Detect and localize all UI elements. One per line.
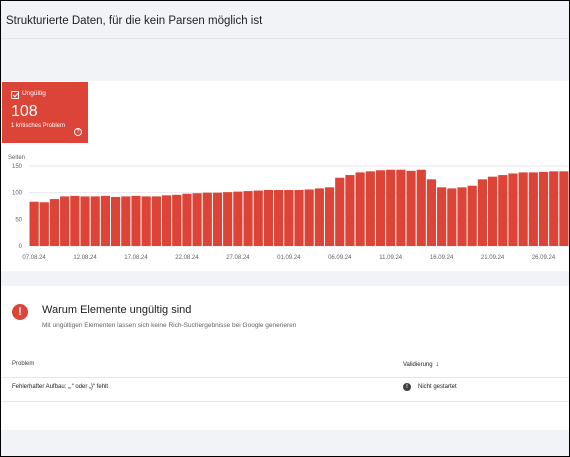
chart-bar[interactable] [447,188,457,246]
chart-bar[interactable] [559,171,569,246]
status-tile-count: 108 [11,103,38,120]
x-tick-label: 21.09.24 [481,255,505,261]
column-header-validation[interactable]: Validierung ↓ [403,361,439,368]
status-tile-subtitle: 1 kritisches Problem [11,123,66,129]
chart-bar[interactable] [487,176,498,246]
chart-bar[interactable] [100,195,111,246]
checkbox-checked-icon[interactable] [11,91,19,99]
chart-bar[interactable] [192,193,202,246]
chart-bar[interactable] [355,172,365,246]
chart-bar[interactable] [182,193,192,246]
x-tick-label: 12.08.24 [73,255,97,261]
chart-bar[interactable] [426,179,437,246]
x-tick-label: 06.09.24 [328,255,352,261]
table-header-divider [1,377,569,378]
chart-bar[interactable] [70,195,80,246]
x-tick-label: 11.09.24 [379,255,403,261]
issues-description: Mit ungültigen Elementen lassen sich kei… [42,322,297,329]
y-tick-label: 150 [12,164,23,170]
status-tile-invalid[interactable]: Ungültig 108 1 kritisches Problem ? [2,82,88,143]
pages-bar-chart: 0 50 100 150 07.08.24 12.08.24 17.08.24 22.08.2… [12,164,569,261]
chart-bar[interactable] [498,175,508,246]
y-tick-label: 0 [19,244,23,250]
chart-bar[interactable] [223,192,233,246]
status-tile-label: Ungültig [22,90,46,97]
chart-bar[interactable] [549,171,559,246]
chart-bar[interactable] [324,187,335,246]
chart-bar[interactable] [518,172,528,246]
chart-bar[interactable] [477,179,487,246]
x-tick-label: 16.09.24 [430,255,454,261]
chart-bar[interactable] [253,190,263,246]
chart-bar[interactable] [457,187,467,246]
chart-bar[interactable] [151,196,161,246]
info-icon: ! [403,383,411,391]
chart-bar[interactable] [335,177,345,246]
page-title: Strukturierte Daten, für die kein Parsen… [6,15,263,27]
chart-bar[interactable] [508,173,518,246]
table-row-divider [1,401,569,402]
arrow-down-icon[interactable]: ↓ [435,361,440,368]
issue-problem-text: Fehlerhafter Aufbau: „,“ oder „}“ fehlt [12,384,109,390]
y-tick-label: 100 [12,191,23,197]
x-tick-label: 27.08.24 [226,255,250,261]
chart-bar[interactable] [233,191,243,246]
chart-bar[interactable] [141,196,151,246]
chart-bar[interactable] [80,196,90,246]
chart-bar[interactable] [294,190,304,246]
column-header-validation-label: Validierung [403,362,433,368]
chart-bar[interactable] [437,187,447,246]
chart-y-axis-title: Seiten [8,155,26,161]
chart-bar[interactable] [131,195,141,246]
chart-bar[interactable] [39,202,49,246]
chart-bar[interactable] [375,170,386,246]
chart-bar[interactable] [528,172,538,246]
chart-bar[interactable] [274,190,284,246]
help-circle-icon[interactable]: ? [74,128,82,136]
chart-bar[interactable] [396,169,406,246]
issues-card [1,286,569,430]
x-tick-label: 01.09.24 [277,255,301,261]
y-tick-label: 50 [15,217,22,223]
chart-bar[interactable] [314,188,324,246]
chart-bar[interactable] [60,196,70,246]
error-icon: ! [12,304,28,320]
chart-bar[interactable] [49,199,60,246]
chart-bar[interactable] [172,194,182,246]
chart-bar[interactable] [161,195,172,246]
column-header-problem: Problem [12,361,35,367]
x-tick-label: 07.08.24 [22,255,46,261]
chart-bar[interactable] [386,169,396,246]
chart-bar[interactable] [467,185,477,246]
chart-bar[interactable] [212,192,223,246]
chart-bar[interactable] [111,196,121,246]
x-tick-label: 26.09.24 [532,255,556,261]
chart-bar[interactable] [90,196,100,246]
chart-bar[interactable] [406,170,416,246]
x-tick-label: 22.08.24 [175,255,199,261]
chart-bar[interactable] [243,191,253,246]
chart-bar[interactable] [345,175,355,246]
page-header: Strukturierte Daten, für die kein Parsen… [1,1,569,39]
chart-bar[interactable] [538,171,549,246]
issues-title: Warum Elemente ungültig sind [42,304,192,316]
chart-bar[interactable] [29,201,39,246]
chart-bar[interactable] [121,196,131,246]
chart-bar[interactable] [284,190,294,246]
chart-bar[interactable] [416,169,426,246]
chart-bar[interactable] [304,189,314,246]
x-tick-label: 17.08.24 [124,255,148,261]
issue-status-text: Nicht gestartet [418,384,457,390]
chart-bar[interactable] [365,171,375,246]
chart-bar[interactable] [202,192,212,246]
chart-bar[interactable] [263,190,274,246]
